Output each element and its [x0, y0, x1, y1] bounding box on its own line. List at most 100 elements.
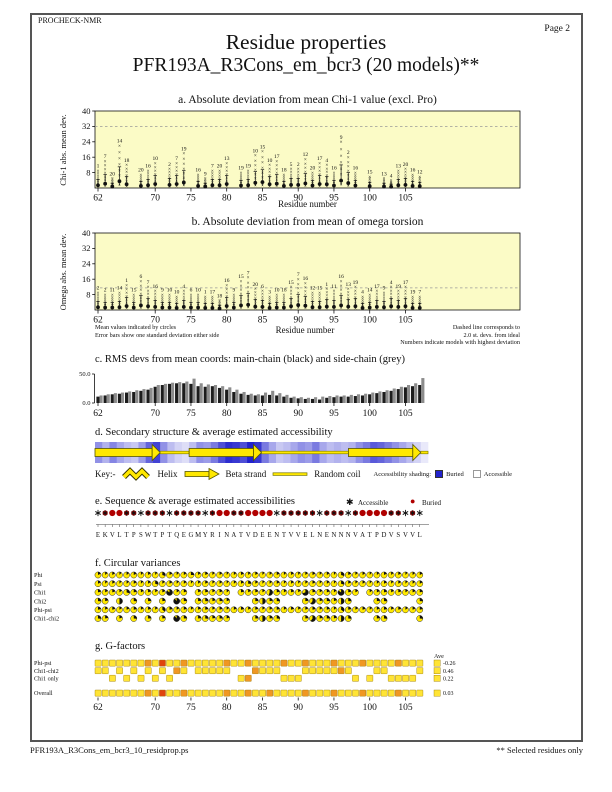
model-marker: × — [354, 292, 357, 298]
star-spoke — [295, 511, 301, 515]
star-spoke — [181, 511, 187, 515]
model-marker: × — [189, 299, 192, 305]
x-tick-label: 100 — [363, 703, 378, 713]
model-marker: × — [204, 300, 207, 306]
model-marker: × — [97, 306, 100, 312]
pie-circle — [187, 580, 195, 588]
model-marker: × — [118, 296, 121, 302]
sequence-letter: A — [231, 532, 236, 539]
mean-circle — [217, 306, 222, 311]
model-marker: × — [368, 181, 371, 187]
pie-wedge — [155, 589, 158, 593]
variance-pie — [394, 571, 402, 579]
max-model-number: 10 — [195, 288, 201, 294]
model-marker: × — [397, 179, 400, 185]
side-chain-bar — [156, 385, 160, 403]
model-marker: × — [182, 171, 185, 177]
model-marker: × — [411, 296, 414, 302]
model-marker: × — [268, 173, 271, 179]
model-marker: × — [282, 180, 285, 186]
y-tick-label: 16 — [82, 274, 91, 284]
model-marker: × — [340, 288, 343, 294]
model-marker: × — [325, 170, 328, 176]
variance-pie — [159, 580, 166, 588]
buried-circle — [116, 509, 123, 517]
model-marker: × — [139, 279, 142, 285]
g-factor-square — [130, 667, 138, 675]
pie-circle — [402, 580, 409, 588]
variance-pie — [166, 580, 173, 588]
model-marker: × — [297, 170, 300, 176]
variance-pie — [266, 606, 273, 614]
mixed-symbol — [181, 510, 187, 516]
max-model-number: 7 — [175, 156, 178, 162]
variance-pie — [244, 571, 252, 579]
pie-wedge — [262, 580, 265, 584]
row-label: Phi-psi — [34, 660, 52, 667]
residue-cluster: ××××××××13 — [346, 282, 352, 312]
residue-cluster: ××××××××16 — [410, 168, 416, 191]
pie-wedge — [140, 571, 144, 575]
pie-wedge — [326, 606, 330, 610]
model-marker: × — [411, 174, 414, 180]
model-marker: × — [375, 289, 378, 295]
sequence-letter: S — [396, 532, 400, 539]
g-factor-square — [287, 659, 295, 667]
variance-pie — [330, 597, 338, 605]
model-marker: × — [218, 184, 221, 190]
pie-wedge — [212, 615, 216, 619]
buried-circle — [380, 509, 388, 517]
model-marker: × — [240, 279, 243, 285]
max-model-number: 10 — [253, 148, 259, 154]
model-marker: × — [347, 293, 350, 299]
model-marker: × — [332, 175, 335, 181]
g-factor-square — [337, 667, 345, 675]
model-marker: × — [197, 178, 200, 184]
max-model-number: 9 — [340, 135, 343, 141]
pie-wedge — [105, 598, 109, 602]
variance-pie — [309, 589, 316, 596]
side-chain-bar — [414, 383, 418, 403]
overall-square — [359, 689, 366, 697]
variance-pie — [116, 589, 123, 596]
side-chain-bar — [264, 392, 268, 403]
model-marker: × — [354, 177, 357, 183]
model-marker: × — [354, 170, 357, 176]
variance-pie — [209, 606, 216, 614]
mean-circle — [382, 184, 386, 189]
main-chain-bar — [139, 390, 143, 403]
model-marker: × — [254, 158, 257, 164]
residue-cluster: ××××××××10 — [253, 148, 259, 189]
model-marker: × — [182, 294, 185, 300]
pie-wedge — [219, 571, 223, 575]
overall-square — [116, 689, 123, 697]
max-model-number: 2 — [104, 288, 107, 294]
pie-wedge — [405, 589, 408, 593]
model-marker: × — [325, 166, 328, 172]
model-marker: × — [168, 301, 171, 307]
x-tick-label: 85 — [258, 194, 268, 204]
g-factor-square — [359, 659, 366, 667]
pie-wedge — [98, 606, 101, 610]
pie-wedge — [355, 606, 359, 610]
model-marker: × — [404, 301, 407, 307]
model-marker: × — [104, 167, 107, 173]
mean-circle — [289, 183, 293, 187]
model-marker: × — [325, 296, 328, 302]
overall-square — [337, 689, 345, 697]
max-model-number: 10 — [274, 288, 280, 294]
pie-wedge — [255, 615, 259, 619]
model-marker: × — [397, 171, 400, 177]
g-factor-square — [209, 659, 216, 667]
pie-wedge — [269, 606, 273, 610]
max-model-number: 16 — [303, 276, 309, 282]
sequence-letter: L — [117, 532, 121, 539]
model-marker: × — [361, 294, 364, 300]
model-marker: × — [104, 184, 107, 190]
model-marker: × — [218, 300, 221, 306]
side-chain-bar — [135, 390, 139, 403]
mean-circle — [303, 181, 308, 186]
side-chain-bar — [178, 382, 182, 403]
model-marker: × — [147, 171, 150, 177]
variance-pie — [309, 571, 316, 579]
